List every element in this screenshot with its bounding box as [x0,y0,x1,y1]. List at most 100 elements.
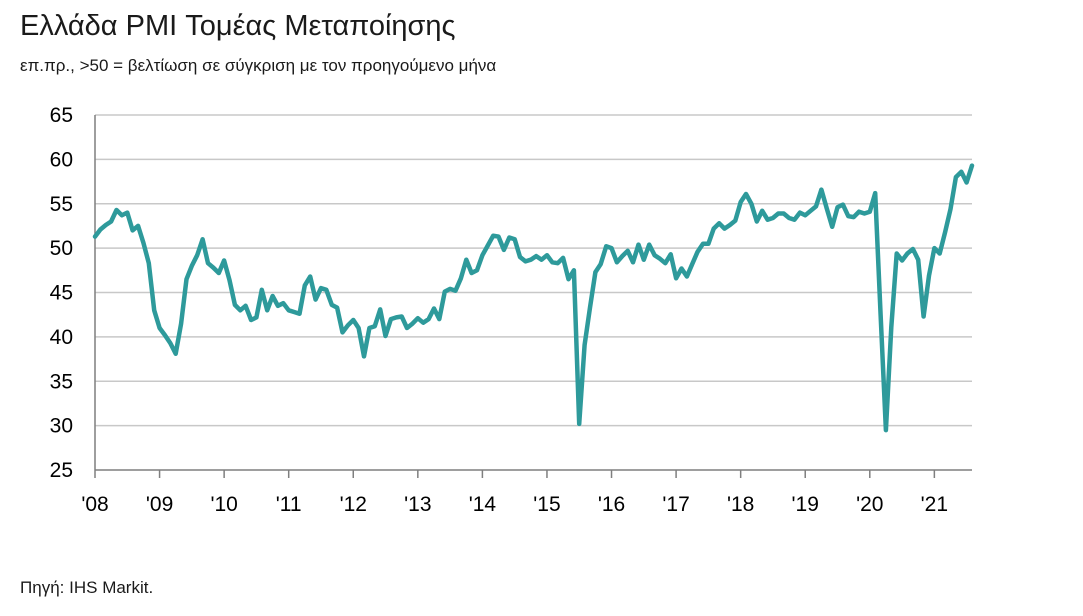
data-point [889,325,893,329]
data-point [400,315,404,318]
data-point [663,261,667,265]
data-point [125,211,129,215]
data-point [459,276,463,280]
data-point [507,236,511,239]
data-point [610,246,613,250]
data-point [93,235,97,239]
data-point [647,243,651,247]
data-point [943,230,947,234]
data-point [814,204,818,208]
data-point [561,256,565,260]
data-point [222,259,226,262]
data-point [206,261,210,265]
x-tick-label: '08 [81,493,108,516]
data-point [755,220,759,223]
data-point [260,288,264,292]
data-point [620,254,624,258]
series-line-0 [92,163,975,433]
data-point [787,216,791,220]
source-note: Πηγή: IHS Markit. [20,578,154,597]
data-point [131,228,135,232]
data-point [798,211,802,215]
data-point [749,202,753,206]
data-point [895,252,899,255]
data-point [141,241,145,245]
data-point [809,209,813,213]
data-point [782,212,786,215]
data-point [771,216,775,220]
data-point [728,223,732,227]
data-point [513,237,517,241]
data-point [254,315,258,319]
data-point [174,352,178,356]
data-point [642,258,646,262]
data-point [900,259,904,262]
y-tick-label: 30 [50,415,73,438]
data-point [195,253,199,257]
data-point [717,221,721,225]
data-point [163,333,167,337]
data-point [384,334,387,338]
data-point [405,326,409,330]
data-point [959,170,963,174]
data-point [190,264,194,268]
data-point [303,283,307,287]
data-point [421,321,425,325]
data-point [846,214,850,218]
data-point [217,271,221,275]
data-point [841,203,845,207]
data-point [147,261,151,265]
data-point [109,220,113,223]
data-point [448,287,452,291]
data-point [281,301,285,305]
data-point [572,268,576,272]
data-point [298,312,301,316]
y-tick-label: 55 [50,193,73,216]
y-tick-label: 65 [50,104,73,127]
data-point [577,422,581,426]
data-point [970,164,974,168]
data-point [389,317,393,321]
data-point [674,276,678,280]
data-point [238,308,242,312]
data-point [588,306,592,310]
data-point [583,343,587,347]
data-point [653,253,657,257]
data-point [599,262,603,266]
data-point [938,252,942,255]
data-point [265,308,269,312]
x-tick-label: '20 [856,493,883,516]
data-point [335,306,339,310]
data-point [502,248,506,252]
y-tick-label: 50 [50,237,73,260]
y-tick-label: 35 [50,370,73,393]
data-point [857,210,861,214]
data-point [922,315,926,318]
data-point [411,322,414,326]
gridlines [95,114,972,427]
axes [94,115,972,478]
data-point [954,175,958,179]
data-point [271,294,275,298]
data-point [626,249,630,253]
data-point [427,317,431,321]
x-tick-label: '17 [662,493,689,516]
data-point [540,258,544,262]
data-point [927,274,931,278]
chart-title: Ελλάδα PMI Τομέας Μεταποίησης [20,10,456,42]
data-point [567,277,570,281]
data-point [830,225,834,229]
data-point [432,307,436,310]
data-point [631,260,635,264]
x-tick-label: '14 [469,493,497,516]
data-point [792,218,796,222]
x-tick-label: '16 [598,493,625,516]
data-point [739,200,743,204]
data-point [120,213,124,217]
x-tick-label: '10 [210,493,237,516]
data-point [168,341,172,345]
x-tick-label: '12 [340,493,367,516]
data-point [706,242,710,246]
x-tick-label: '11 [276,493,302,516]
